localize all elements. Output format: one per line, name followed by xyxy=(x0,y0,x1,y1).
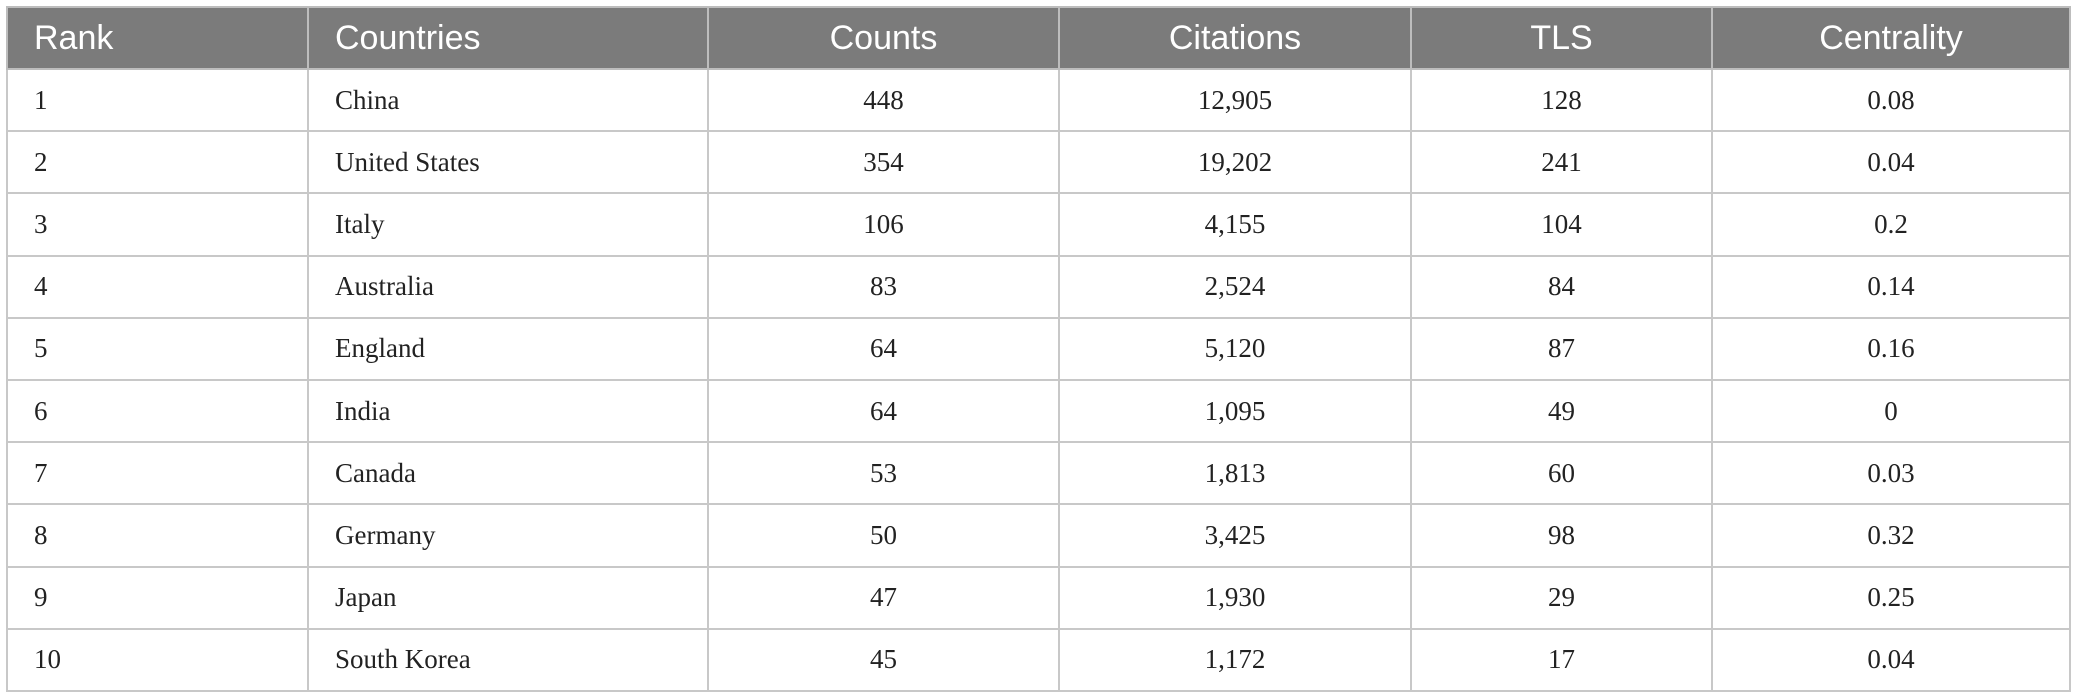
table-row: 8 Germany 50 3,425 98 0.32 xyxy=(6,503,2071,568)
cell-citations: 1,095 xyxy=(1058,378,1412,444)
cell-citations: 2,524 xyxy=(1058,254,1412,319)
cell-counts: 106 xyxy=(707,192,1060,257)
cell-tls: 17 xyxy=(1410,627,1713,693)
cell-country: Japan xyxy=(307,565,709,630)
cell-centrality: 0.32 xyxy=(1711,503,2071,568)
cell-rank: 2 xyxy=(6,130,309,195)
cell-country: Germany xyxy=(307,503,709,568)
table-row: 6 India 64 1,095 49 0 xyxy=(6,378,2071,444)
cell-citations: 1,930 xyxy=(1058,565,1412,630)
cell-tls: 49 xyxy=(1410,378,1713,444)
cell-rank: 10 xyxy=(6,627,309,693)
cell-centrality: 0.16 xyxy=(1711,316,2071,381)
country-ranking-table: Rank Countries Counts Citations TLS Cent… xyxy=(6,6,2071,693)
cell-citations: 1,172 xyxy=(1058,627,1412,693)
cell-tls: 98 xyxy=(1410,503,1713,568)
cell-citations: 12,905 xyxy=(1058,67,1412,133)
header-countries: Countries xyxy=(307,6,709,70)
cell-counts: 47 xyxy=(707,565,1060,630)
cell-centrality: 0.2 xyxy=(1711,192,2071,257)
cell-country: United States xyxy=(307,130,709,195)
cell-tls: 104 xyxy=(1410,192,1713,257)
cell-tls: 241 xyxy=(1410,130,1713,195)
cell-counts: 64 xyxy=(707,378,1060,444)
header-centrality: Centrality xyxy=(1711,6,2071,70)
table-row: 9 Japan 47 1,930 29 0.25 xyxy=(6,565,2071,630)
cell-counts: 45 xyxy=(707,627,1060,693)
cell-centrality: 0.08 xyxy=(1711,67,2071,133)
cell-centrality: 0.04 xyxy=(1711,130,2071,195)
table-row: 5 England 64 5,120 87 0.16 xyxy=(6,316,2071,381)
table-row: 1 China 448 12,905 128 0.08 xyxy=(6,67,2071,133)
cell-counts: 50 xyxy=(707,503,1060,568)
cell-rank: 9 xyxy=(6,565,309,630)
header-counts: Counts xyxy=(707,6,1060,70)
cell-citations: 4,155 xyxy=(1058,192,1412,257)
cell-country: India xyxy=(307,378,709,444)
cell-centrality: 0.14 xyxy=(1711,254,2071,319)
cell-rank: 3 xyxy=(6,192,309,257)
cell-counts: 64 xyxy=(707,316,1060,381)
cell-rank: 7 xyxy=(6,441,309,506)
cell-country: China xyxy=(307,67,709,133)
cell-rank: 8 xyxy=(6,503,309,568)
table-row: 2 United States 354 19,202 241 0.04 xyxy=(6,130,2071,195)
table-row: 3 Italy 106 4,155 104 0.2 xyxy=(6,192,2071,257)
cell-rank: 1 xyxy=(6,67,309,133)
cell-counts: 448 xyxy=(707,67,1060,133)
cell-counts: 354 xyxy=(707,130,1060,195)
table-header: Rank Countries Counts Citations TLS Cent… xyxy=(6,6,2071,70)
table-row: 7 Canada 53 1,813 60 0.03 xyxy=(6,441,2071,506)
cell-country: South Korea xyxy=(307,627,709,693)
cell-rank: 5 xyxy=(6,316,309,381)
cell-tls: 60 xyxy=(1410,441,1713,506)
cell-counts: 53 xyxy=(707,441,1060,506)
cell-centrality: 0 xyxy=(1711,378,2071,444)
cell-tls: 87 xyxy=(1410,316,1713,381)
header-row: Rank Countries Counts Citations TLS Cent… xyxy=(6,6,2071,70)
cell-country: Australia xyxy=(307,254,709,319)
cell-tls: 128 xyxy=(1410,67,1713,133)
table-body: 1 China 448 12,905 128 0.08 2 United States 354 1… xyxy=(6,67,2071,693)
header-citations: Citations xyxy=(1058,6,1412,70)
table-row: 4 Australia 83 2,524 84 0.14 xyxy=(6,254,2071,319)
cell-country: Italy xyxy=(307,192,709,257)
cell-rank: 4 xyxy=(6,254,309,319)
header-rank: Rank xyxy=(6,6,309,70)
cell-rank: 6 xyxy=(6,378,309,444)
cell-citations: 1,813 xyxy=(1058,441,1412,506)
cell-tls: 84 xyxy=(1410,254,1713,319)
cell-citations: 5,120 xyxy=(1058,316,1412,381)
header-tls: TLS xyxy=(1410,6,1713,70)
cell-tls: 29 xyxy=(1410,565,1713,630)
cell-centrality: 0.25 xyxy=(1711,565,2071,630)
cell-citations: 19,202 xyxy=(1058,130,1412,195)
country-ranking-table-container: Rank Countries Counts Citations TLS Cent… xyxy=(6,6,2071,693)
cell-country: England xyxy=(307,316,709,381)
cell-centrality: 0.03 xyxy=(1711,441,2071,506)
cell-country: Canada xyxy=(307,441,709,506)
cell-counts: 83 xyxy=(707,254,1060,319)
table-row: 10 South Korea 45 1,172 17 0.04 xyxy=(6,627,2071,693)
cell-centrality: 0.04 xyxy=(1711,627,2071,693)
cell-citations: 3,425 xyxy=(1058,503,1412,568)
